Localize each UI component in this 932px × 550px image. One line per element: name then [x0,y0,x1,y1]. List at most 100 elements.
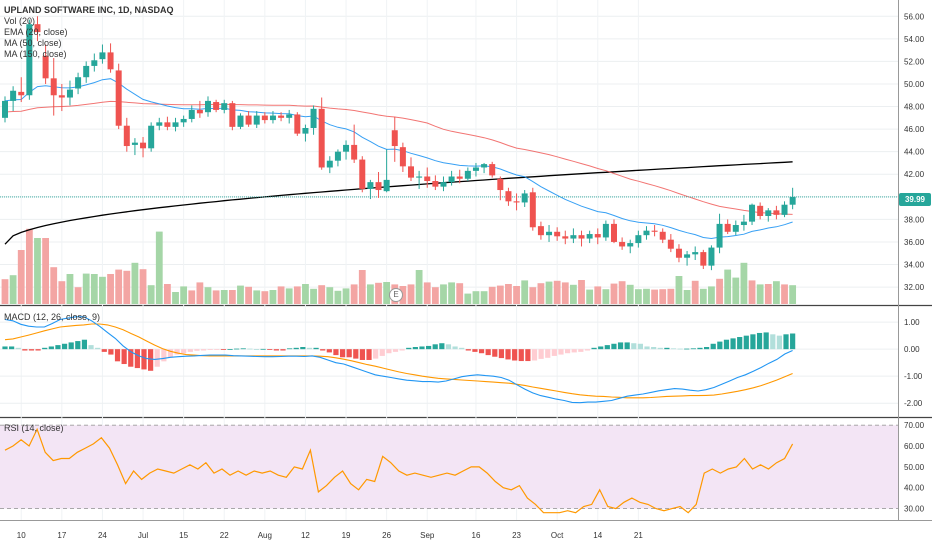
candle-body [294,114,301,134]
ma150-line [4,161,793,245]
macd-histogram-bar [399,349,405,351]
macd-histogram-bar [657,347,663,350]
volume-bar [545,281,553,304]
macd-histogram-bar [406,347,412,350]
candle-body [424,176,431,182]
volume-bar [17,250,25,304]
volume-bar [651,289,658,304]
volume-bar [66,274,74,304]
macd-histogram-bar [128,349,134,367]
earnings-event-marker[interactable]: E [389,288,403,302]
volume-bar [139,269,147,304]
macd-histogram-bar [35,349,41,351]
macd-histogram-bar [22,349,28,351]
x-tick-label: 17 [57,531,66,540]
x-tick-label: Jul [138,531,148,540]
macd-histogram-bar [333,349,339,356]
candle-body [789,196,796,205]
macd-histogram-bar [28,349,35,351]
price-tick-label: 46.00 [904,125,925,134]
volume-bar [521,280,529,304]
volume-bar [764,284,772,304]
volume-bar [180,286,188,304]
volume-bar [310,288,317,304]
volume-bar [172,292,179,304]
candle-body [26,24,33,96]
volume-bar [155,231,163,304]
ema20-line [4,78,793,240]
volume-bar [756,284,764,304]
macd-histogram-bar [426,345,432,350]
macd-histogram-bar [452,346,458,350]
macd-title: MACD (12, 26, close, 9) [4,312,101,322]
macd-histogram-bar [2,346,8,350]
macd-histogram-bar [101,349,107,352]
price-tick-label: 50.00 [904,80,925,89]
macd-histogram-bar [353,349,359,359]
macd-histogram-bar [723,339,730,350]
macd-histogram-bar [48,346,54,350]
volume-bar [537,283,545,304]
volume-bar [107,274,114,304]
volume-bar [34,238,41,304]
price-tick-label: 44.00 [904,148,925,157]
macd-histogram-bar [485,349,491,356]
macd-histogram-bar [293,347,299,350]
candle-body [58,95,65,98]
price-tick-label: 38.00 [904,215,925,224]
volume-bar [228,290,236,304]
volume-bar [261,291,269,304]
candle-body [107,52,114,70]
candle-body [326,160,333,168]
x-tick-label: Aug [258,531,272,540]
rsi-tick-label: 50.00 [904,463,925,472]
macd-histogram-bar [326,349,332,353]
macd-histogram-bar [598,346,604,350]
volume-bar [618,281,626,304]
candle-body [359,159,366,189]
candle-body [245,115,252,125]
volume-bar [699,288,707,304]
macd-histogram-bar [75,341,81,350]
macd-histogram-bar [637,343,644,350]
volume-bar [496,285,504,304]
volume-bar [277,286,285,304]
macd-histogram-bar [134,349,140,369]
candle-body [586,234,593,239]
candle-body [383,179,390,192]
candle-body [700,252,707,266]
volume-bar [326,287,334,304]
candle-body [749,204,756,222]
macd-histogram-bar [624,342,630,350]
macd-tick-label: -1.00 [904,372,923,381]
macd-histogram-bar [339,349,346,358]
candle-body [156,122,163,126]
volume-bar [82,273,90,304]
candle-body [627,243,634,247]
macd-histogram-bar [359,349,366,360]
candle-body [302,127,309,134]
macd-histogram-bar [68,342,74,350]
candle-body [619,241,626,247]
macd-histogram-bar [743,335,749,350]
macd-histogram-bar [287,348,293,350]
macd-histogram-bar [703,347,710,350]
macd-histogram-bar [512,349,518,361]
rsi-legend: RSI (14, close) [4,423,64,434]
macd-histogram-bar [770,334,776,350]
candle-body [164,122,171,127]
candle-body [716,223,723,248]
macd-histogram-bar [267,349,273,350]
candle-body [521,193,528,203]
macd-tick-label: -2.00 [904,399,923,408]
macd-histogram-bar [465,349,471,351]
candle-body [472,167,479,171]
candle-body [131,142,138,145]
volume-bar [383,282,391,304]
candle-body [529,192,536,228]
macd-histogram-bar [181,349,187,354]
x-tick-label: 22 [220,531,229,540]
candle-body [66,89,73,98]
volume-bar [740,262,748,304]
